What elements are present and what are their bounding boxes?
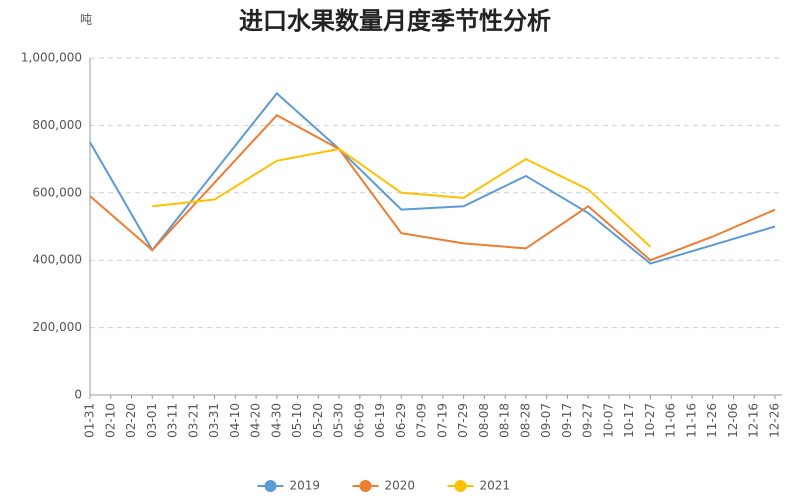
x-tick-label: 11-26 [705,403,719,438]
y-tick-label: 800,000 [32,118,82,132]
x-tick-label: 07-09 [415,403,429,438]
x-tick-label: 12-06 [726,403,740,438]
legend-label: 2019 [290,479,321,493]
x-tick-label: 05-30 [332,403,346,438]
x-tick-label: 04-30 [269,403,283,438]
y-tick-label: 0 [74,388,82,402]
y-tick-label: 200,000 [32,320,82,334]
x-tick-label: 05-20 [311,403,325,438]
line [89,114,776,262]
x-tick-label: 12-26 [768,403,782,438]
x-tick-label: 08-18 [498,403,512,438]
x-tick-label: 03-31 [207,403,221,438]
x-tick-label: 11-16 [684,403,698,438]
legend-marker [264,480,277,492]
legend-marker [454,480,467,492]
legend-label: 2021 [480,479,511,493]
x-tick-label: 04-10 [228,403,242,438]
legend-marker [359,480,372,492]
x-tick-label: 09-07 [539,403,553,438]
y-tick-label: 400,000 [32,253,82,267]
x-tick-label: 09-27 [581,403,595,438]
legend-label: 2020 [385,479,416,493]
x-tick-label: 04-20 [249,403,263,438]
x-tick-label: 02-20 [124,403,138,438]
x-tick-label: 08-28 [518,403,532,438]
x-tick-label: 09-17 [560,403,574,438]
x-tick-label: 10-27 [643,403,657,438]
x-tick-label: 12-16 [747,403,761,438]
x-tick-label: 02-10 [103,403,117,438]
x-tick-label: 10-17 [622,403,636,438]
y-tick-label: 600,000 [32,185,82,199]
x-tick-label: 05-10 [290,403,304,438]
y-axis-label: 吨 [80,13,92,27]
x-tick-label: 07-19 [435,403,449,438]
x-tick-label: 03-01 [145,403,159,438]
line [152,147,652,248]
x-tick-label: 06-19 [373,403,387,438]
x-tick-label: 06-29 [394,403,408,438]
x-tick-label: 06-09 [352,403,366,438]
x-tick-label: 03-11 [166,403,180,438]
x-tick-label: 08-08 [477,403,491,438]
y-tick-label: 1,000,000 [21,51,82,65]
x-tick-label: 07-29 [456,403,470,438]
x-tick-label: 10-07 [601,403,615,438]
chart-title: 进口水果数量月度季节性分析 [239,7,551,35]
x-tick-label: 11-06 [664,403,678,438]
line [89,91,776,265]
x-tick-label: 01-31 [83,403,97,438]
x-tick-label: 03-21 [186,403,200,438]
